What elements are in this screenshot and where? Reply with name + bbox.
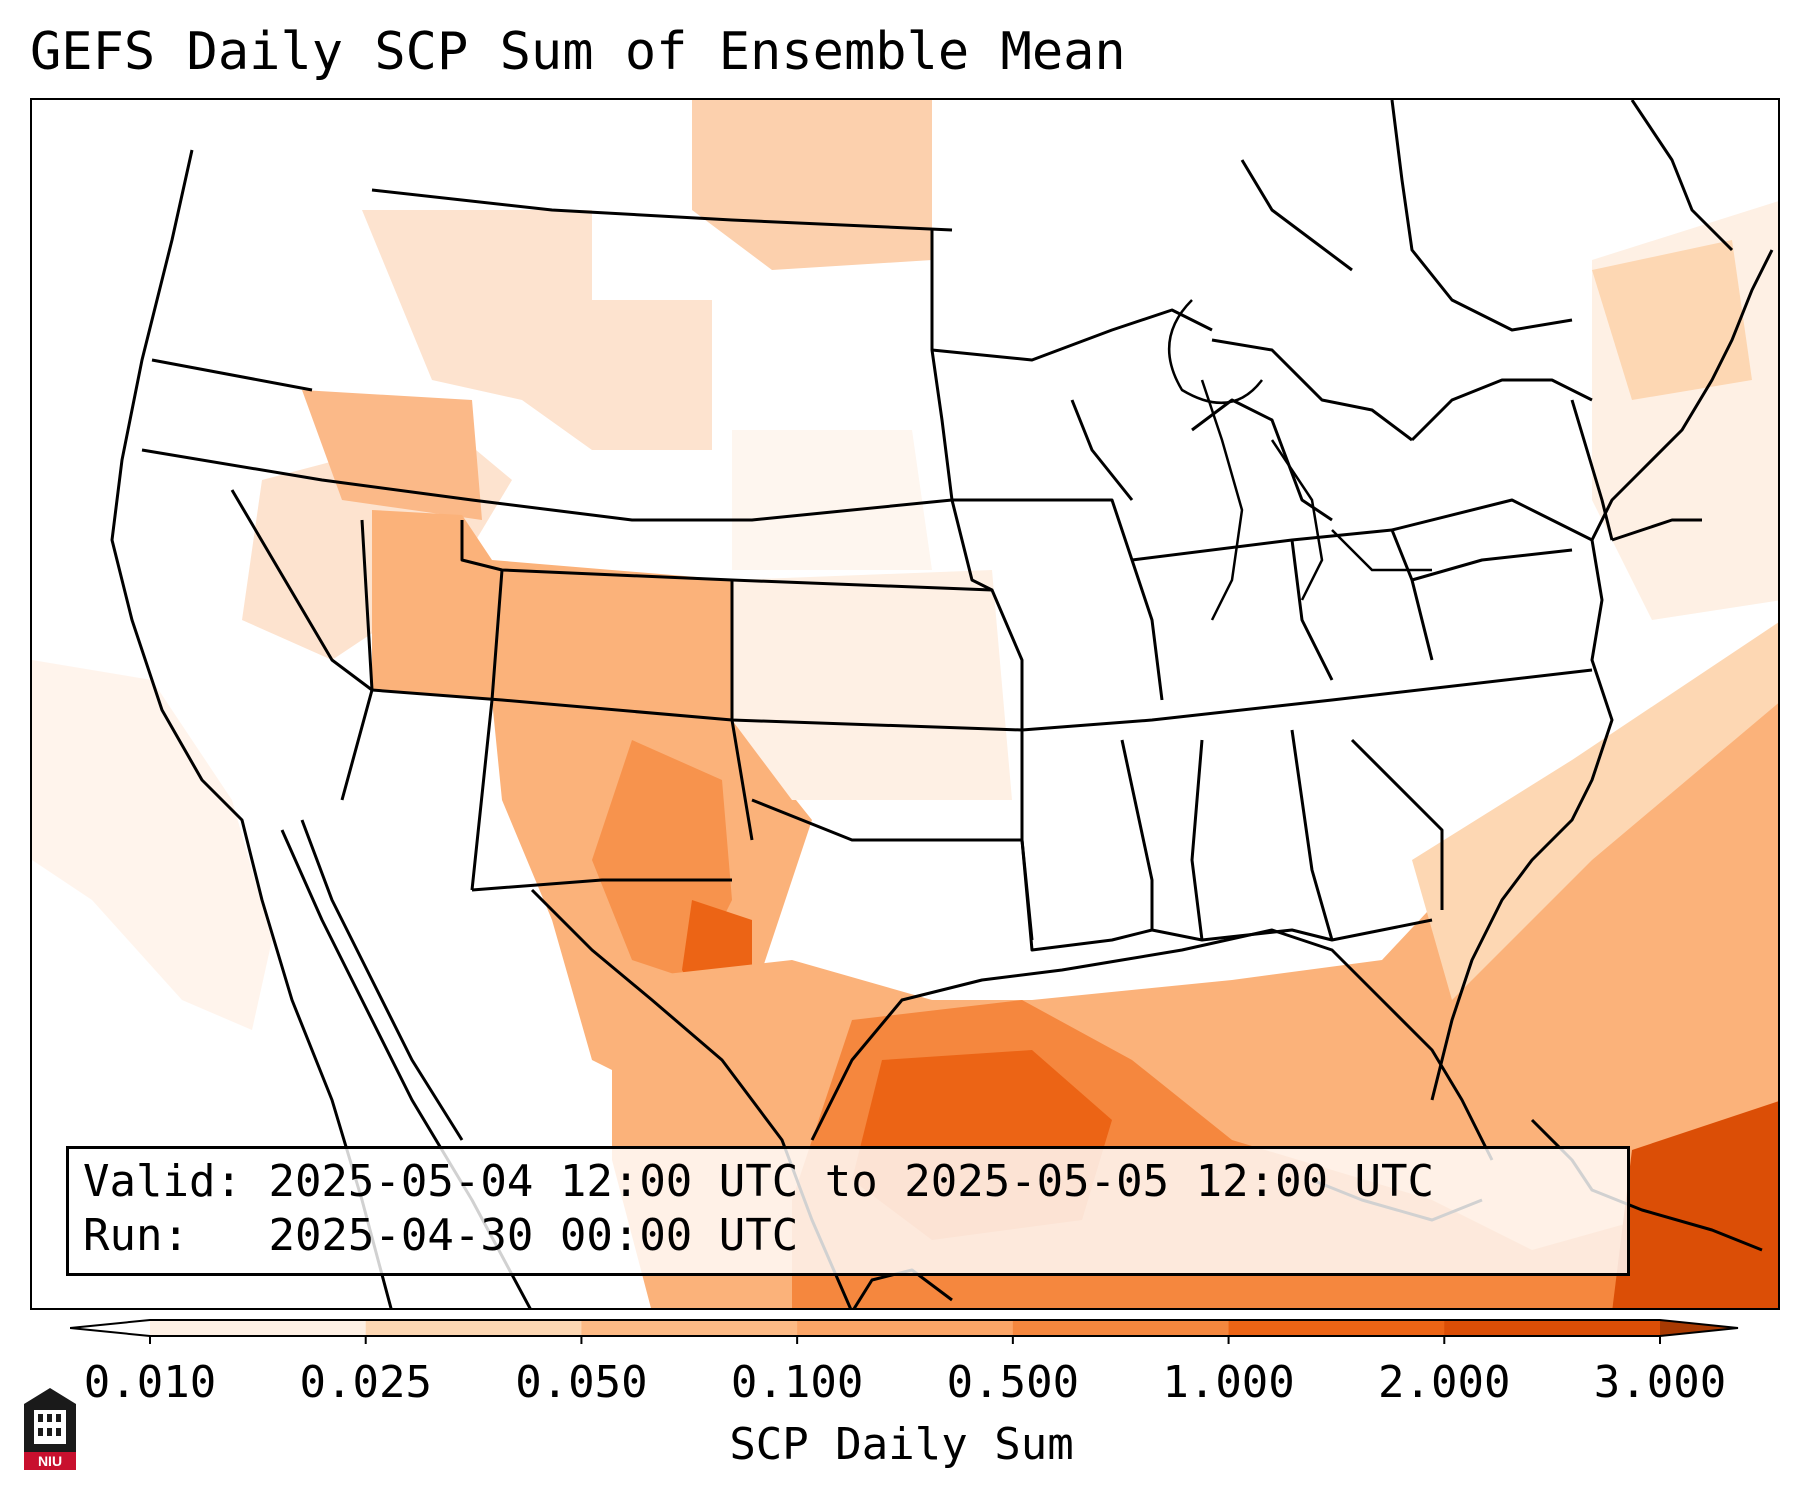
run-value: 2025-04-30 00:00 UTC xyxy=(268,1210,799,1261)
colorbar xyxy=(70,1319,1739,1344)
map-title: GEFS Daily SCP Sum of Ensemble Mean xyxy=(30,22,1126,82)
colorbar-tick-label: 1.000 xyxy=(1162,1357,1295,1408)
colorbar-segment xyxy=(581,1320,798,1336)
map-panel xyxy=(30,98,1780,1310)
colorbar-segment xyxy=(365,1320,582,1336)
colorbar-segment xyxy=(1444,1320,1661,1336)
colorbar-label: SCP Daily Sum xyxy=(729,1419,1074,1470)
university-tower-icon: NIU xyxy=(24,1388,76,1470)
run-label: Run: xyxy=(83,1210,189,1261)
colorbar-segment xyxy=(1012,1320,1230,1336)
valid-value: 2025-05-04 12:00 UTC to 2025-05-05 12:00… xyxy=(268,1156,1435,1207)
colorbar-tick-label: 0.025 xyxy=(299,1357,432,1408)
colorbar-tick-label: 0.010 xyxy=(83,1357,217,1408)
scp-map xyxy=(32,100,1778,1308)
colorbar-segment xyxy=(1228,1320,1445,1336)
colorbar-segment xyxy=(797,1320,1014,1336)
colorbar-tick-label: 0.050 xyxy=(515,1357,648,1408)
valid-label: Valid: xyxy=(83,1156,242,1207)
colorbar-segment xyxy=(150,1320,367,1336)
colorbar-tick-label: 3.000 xyxy=(1593,1357,1727,1408)
colorbar-extend-low xyxy=(70,1320,150,1336)
validity-info-box: Valid: 2025-05-04 12:00 UTC to 2025-05-0… xyxy=(66,1146,1630,1276)
colorbar-tick-label: 2.000 xyxy=(1378,1357,1511,1408)
colorbar-extend-high xyxy=(1660,1320,1738,1336)
colorbar-tick-label: 0.100 xyxy=(730,1357,864,1408)
logo-text: NIU xyxy=(38,1453,62,1469)
colorbar-tick-label: 0.500 xyxy=(946,1357,1080,1408)
